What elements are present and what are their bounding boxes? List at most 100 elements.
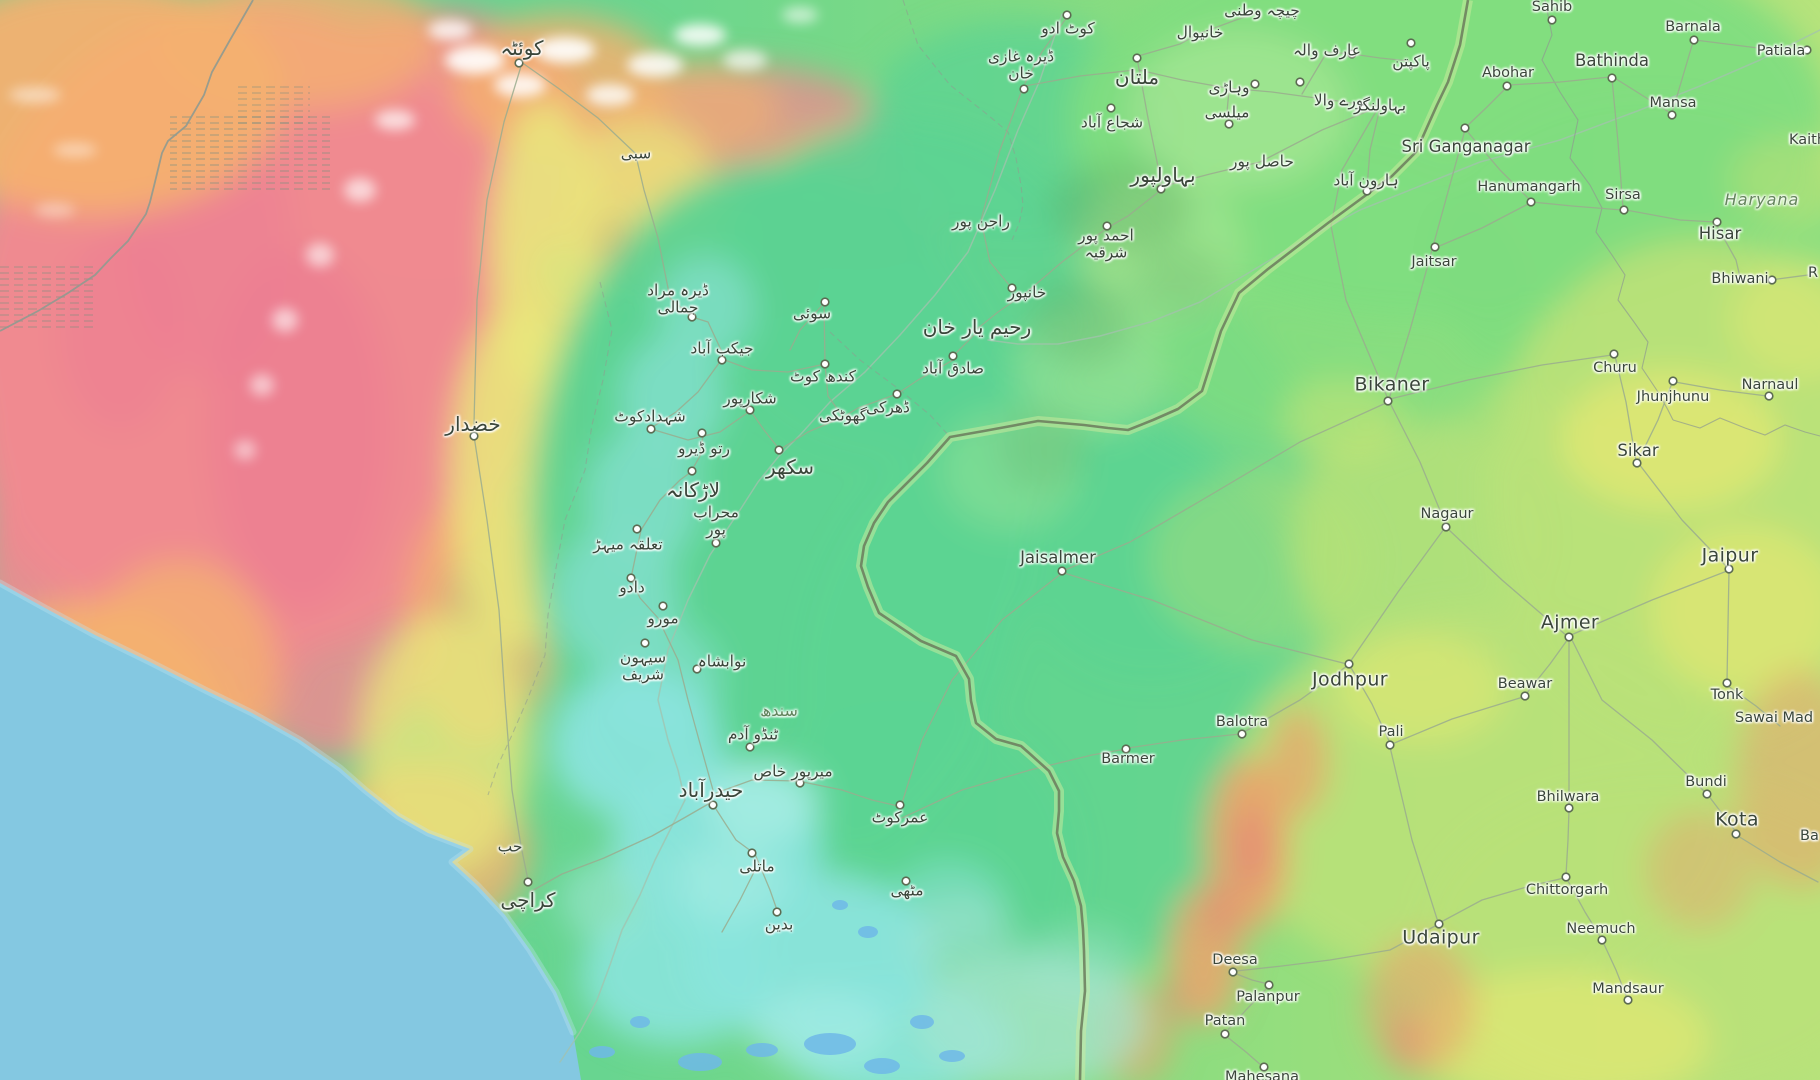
city-marker-sahib: [1547, 15, 1557, 25]
city-marker-mithi: [901, 876, 911, 886]
road-60: [1566, 878, 1602, 939]
road-36: [1389, 354, 1613, 400]
city-marker-shujabad: [1106, 103, 1116, 113]
city-marker-nawabshah: [692, 664, 702, 674]
city-marker-jaitsar: [1430, 242, 1440, 252]
city-marker-churu: [1609, 349, 1619, 359]
delta-pond: [832, 900, 848, 910]
road-48: [1612, 76, 1673, 115]
city-marker-haroonabad: [1362, 186, 1372, 196]
city-marker-moro: [658, 601, 668, 611]
delta-pond: [678, 1053, 722, 1071]
road-28: [1726, 570, 1730, 682]
road-34: [1063, 572, 1348, 665]
city-marker-jaipur: [1724, 564, 1734, 574]
road-42: [1465, 129, 1531, 201]
road-6: [650, 358, 723, 429]
city-marker-hyderabad: [708, 800, 718, 810]
delta-pond: [804, 1033, 856, 1055]
road-69: [1138, 69, 1339, 102]
road-73: [1366, 107, 1381, 189]
city-marker-mailsi: [1224, 119, 1234, 129]
road-68: [1137, 11, 1261, 57]
city-marker-shikarpur: [745, 405, 755, 415]
road-33: [1064, 402, 1387, 571]
city-marker-udaipur: [1434, 919, 1444, 929]
road-0: [1136, 57, 1163, 187]
city-marker-multan: [1132, 53, 1142, 63]
city-marker-bhilwara: [1564, 803, 1574, 813]
city-marker-pali: [1385, 740, 1395, 750]
road-43: [1531, 201, 1623, 211]
city-marker-kot-addu: [1062, 10, 1072, 20]
city-marker-mirpur-khas: [795, 778, 805, 788]
road-50: [1694, 39, 1806, 51]
delta-pond: [910, 1015, 934, 1029]
road-51: [1715, 223, 1741, 278]
road-57: [1440, 877, 1565, 923]
road-15: [630, 578, 714, 791]
city-marker-jodhpur: [1344, 659, 1354, 669]
road-25: [1391, 696, 1524, 745]
city-marker-kandhkot: [820, 359, 830, 369]
road-31: [1389, 402, 1447, 526]
road-71: [1226, 89, 1230, 122]
city-marker-mehrabpur: [711, 538, 721, 548]
road-66: [1389, 746, 1439, 923]
road-54: [1707, 794, 1737, 833]
road-1: [976, 189, 1162, 330]
city-marker-shahdadkot: [646, 424, 656, 434]
city-marker-chittorgarh: [1561, 872, 1571, 882]
road-16: [630, 471, 692, 579]
road-17: [691, 434, 704, 471]
provincial-border-0: [487, 281, 613, 796]
city-marker-beawar: [1520, 691, 1530, 701]
road-75: [1024, 69, 1136, 87]
road-41: [1388, 129, 1466, 400]
road-74: [1163, 106, 1379, 187]
road-72: [1341, 101, 1381, 107]
city-marker-bathinda: [1607, 73, 1617, 83]
provincial-border-2: [829, 331, 951, 438]
road-24: [1349, 665, 1391, 744]
city-marker-balotra: [1237, 729, 1247, 739]
city-marker-jacobabad: [717, 355, 727, 365]
city-marker-mehar: [632, 524, 642, 534]
city-marker-dera-murad-jamali: [687, 312, 697, 322]
road-30: [1447, 528, 1568, 637]
road-39: [1637, 382, 1673, 462]
city-marker-arifwala: [1347, 49, 1357, 59]
road-63: [1233, 972, 1269, 985]
city-marker-patiala: [1802, 45, 1812, 55]
cliff-hatching: [0, 86, 330, 332]
road-61: [1602, 941, 1628, 999]
road-8: [749, 409, 780, 450]
state-border-1: [1672, 417, 1820, 437]
road-29: [1727, 685, 1781, 727]
road-12: [473, 62, 523, 425]
road-5: [721, 358, 826, 373]
city-marker-vehari: [1250, 79, 1260, 89]
city-marker-badin: [772, 907, 782, 917]
city-marker-tonk: [1722, 678, 1732, 688]
road-18: [715, 779, 899, 807]
city-marker-sadiqabad: [948, 351, 958, 361]
city-marker-sui: [820, 297, 830, 307]
city-marker-ratodero: [697, 428, 707, 438]
city-marker-matli: [747, 848, 757, 858]
road-40: [1674, 381, 1768, 397]
city-marker-umarkot: [895, 800, 905, 810]
city-marker-dadu: [626, 573, 636, 583]
roads-layer: [473, 11, 1819, 1067]
road-44: [1625, 209, 1716, 223]
road-47: [1508, 76, 1611, 86]
road-45: [1611, 78, 1624, 209]
city-marker-kota: [1731, 829, 1741, 839]
road-56: [1737, 835, 1819, 883]
city-marker-bundi: [1702, 789, 1712, 799]
delta-pond: [858, 926, 878, 938]
city-marker-narnaul: [1764, 391, 1774, 401]
